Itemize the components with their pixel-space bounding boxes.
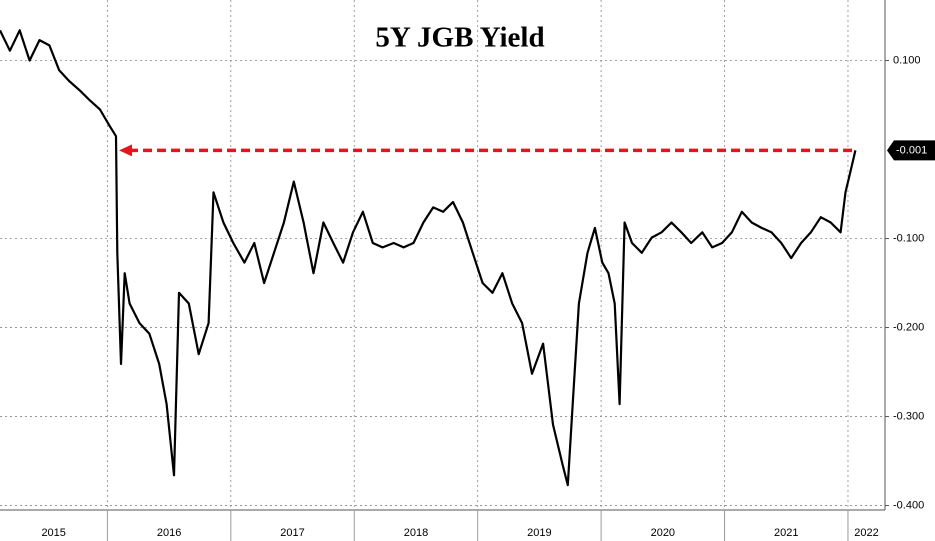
- chart-title: 5Y JGB Yield: [375, 22, 544, 54]
- x-tick-label: 2019: [527, 527, 551, 539]
- yield-line: [0, 29, 857, 487]
- y-tick-label: -0.200: [893, 321, 924, 333]
- x-tick-label: 2022: [854, 527, 878, 539]
- y-tick-label: -0.100: [893, 232, 924, 244]
- x-tick-label: 2021: [774, 527, 798, 539]
- x-tick-label: 2016: [157, 527, 181, 539]
- callout-box: [887, 140, 935, 161]
- y-tick-label: -0.400: [893, 499, 924, 511]
- annotation-arrowhead: [119, 144, 133, 157]
- callout-label: -0.001: [896, 144, 927, 156]
- y-tick-label: 0.100: [893, 54, 921, 66]
- x-tick-label: 2017: [280, 527, 304, 539]
- x-tick-label: 2020: [651, 527, 675, 539]
- x-tick-label: 2015: [41, 527, 65, 539]
- y-tick-label: -0.300: [893, 410, 924, 422]
- x-tick-label: 2018: [404, 527, 428, 539]
